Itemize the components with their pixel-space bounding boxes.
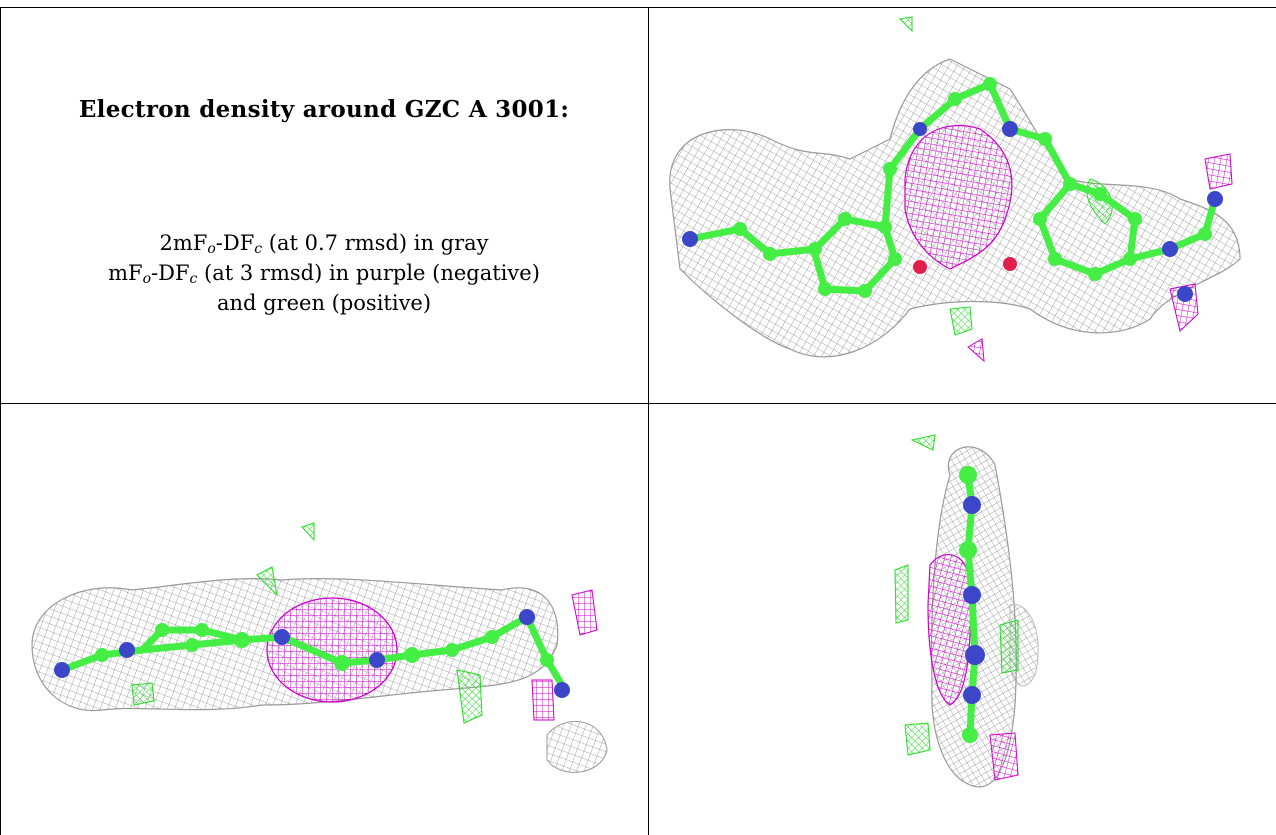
caption-line-2fofc: 2mFo-DFc (at 0.7 rmsd) in gray bbox=[159, 231, 489, 257]
caption-body: 2mFo-DFc (at 0.7 rmsd) in gray mFo-DFc (… bbox=[0, 228, 648, 318]
caption-line-colors: and green (positive) bbox=[216, 291, 432, 315]
purple-mesh-negative bbox=[266, 589, 598, 721]
density-render-3 bbox=[894, 434, 1039, 788]
density-view-bottom-right bbox=[650, 405, 1276, 835]
density-render-2 bbox=[31, 522, 608, 773]
purple-mesh-negative bbox=[904, 124, 1233, 363]
green-mesh-positive bbox=[131, 522, 483, 724]
density-view-bottom-left bbox=[2, 405, 647, 835]
ligand-atoms bbox=[54, 609, 570, 698]
density-render-1 bbox=[669, 16, 1241, 363]
ligand-bonds bbox=[686, 79, 1219, 295]
ligand-atoms bbox=[682, 77, 1223, 302]
ligand-atoms bbox=[959, 466, 985, 743]
grid-line-left bbox=[0, 7, 1, 835]
grid-line-top bbox=[0, 7, 1276, 8]
green-mesh-positive bbox=[894, 434, 1019, 756]
grid-line-middle bbox=[0, 403, 1276, 404]
caption-cell: Electron density around GZC A 3001: 2mFo… bbox=[0, 0, 648, 403]
purple-mesh-negative bbox=[927, 554, 1019, 781]
caption-line-fofc: mFo-DFc (at 3 rmsd) in purple (negative) bbox=[108, 261, 540, 287]
grid-line-center bbox=[648, 7, 649, 835]
density-view-top-right bbox=[650, 9, 1276, 403]
caption-title: Electron density around GZC A 3001: bbox=[78, 96, 570, 123]
